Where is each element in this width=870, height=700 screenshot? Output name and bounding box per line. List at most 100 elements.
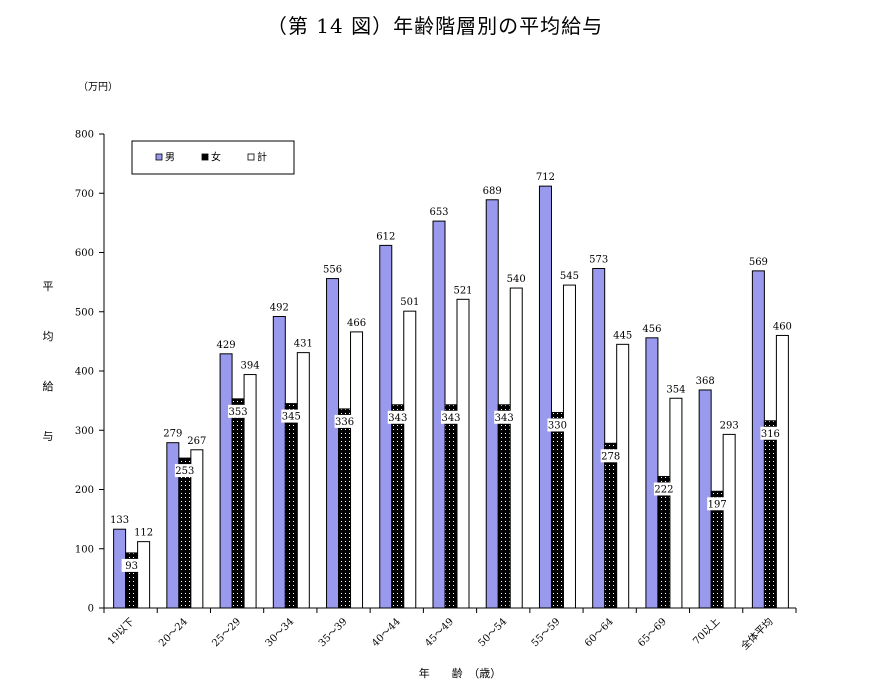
data-label: 343 [495, 413, 514, 424]
x-tick-label: 65～69 [636, 616, 669, 649]
y-tick-label: 800 [75, 130, 94, 141]
bar-男 [326, 278, 340, 609]
bar-女 [178, 457, 192, 609]
data-label: 653 [429, 207, 448, 218]
data-label-bg [228, 404, 249, 418]
bar-女 [338, 408, 352, 609]
data-label: 253 [175, 466, 194, 477]
legend-swatch-女 [201, 153, 209, 161]
bar-男 [219, 353, 233, 609]
data-label: 279 [163, 429, 182, 440]
bar-計 [296, 352, 310, 609]
data-label: 278 [601, 451, 620, 462]
bar-女 [763, 420, 777, 609]
bar-男 [379, 244, 393, 609]
data-label: 689 [483, 186, 502, 197]
y-tick-label: 100 [75, 544, 94, 555]
data-label: 345 [282, 412, 301, 423]
bar-男 [645, 337, 659, 609]
data-label: 343 [441, 413, 460, 424]
data-label: 330 [548, 420, 567, 431]
data-label-bg [174, 464, 195, 478]
y-axis: 0 100 200 300 400 500 600 700 800 [75, 130, 105, 615]
data-label: 501 [400, 297, 419, 308]
data-label-bg [121, 558, 142, 572]
bar-女 [550, 411, 564, 609]
x-tick-label: 25～29 [210, 616, 243, 649]
bar-女 [604, 442, 618, 609]
data-label: 368 [696, 376, 715, 387]
y-tick-label: 0 [88, 604, 94, 615]
data-label: 316 [761, 429, 780, 440]
data-label: 343 [388, 413, 407, 424]
x-tick-label: 40～44 [370, 616, 403, 649]
legend-label: 計 [257, 151, 267, 164]
data-label: 460 [773, 321, 792, 332]
x-tick-label: 60～64 [583, 616, 616, 649]
bar-女 [231, 398, 245, 609]
bar-女 [444, 404, 458, 609]
y-tick-label: 200 [75, 485, 94, 496]
y-axis-label-char: 均 [43, 330, 54, 343]
legend-swatch-男 [155, 153, 163, 161]
bar-計 [456, 298, 470, 609]
data-label-bg [334, 414, 355, 428]
data-label: 222 [654, 484, 673, 495]
data-label: 466 [347, 318, 366, 329]
data-label: 492 [270, 302, 289, 313]
x-tick-label: 20～24 [157, 616, 190, 649]
bar-男 [485, 199, 499, 609]
data-label-bg [760, 426, 781, 440]
chart-title: （第 14 図）年齢階層別の平均給与 [266, 14, 604, 38]
unit-label: （万円） [78, 81, 118, 93]
data-label: 354 [666, 384, 685, 395]
bar-女 [657, 475, 671, 609]
data-label-bg [707, 497, 728, 511]
data-label: 445 [613, 330, 632, 341]
data-label: 93 [125, 561, 138, 572]
y-axis-label-char: 与 [43, 430, 54, 443]
data-label: 540 [507, 274, 526, 285]
bar-計 [722, 433, 736, 609]
data-label: 429 [217, 340, 236, 351]
y-axis-label-char: 給 [43, 379, 54, 393]
x-tick-label: 35～39 [317, 616, 350, 649]
bar-女 [284, 403, 298, 609]
bar-男 [538, 185, 552, 609]
y-tick-label: 400 [75, 367, 94, 378]
x-tick-label: 45～49 [423, 616, 456, 649]
bar-計 [350, 331, 364, 609]
bar-計 [509, 287, 523, 609]
data-label: 521 [453, 285, 472, 296]
bar-計 [775, 334, 789, 609]
data-label: 133 [110, 515, 129, 526]
data-label: 456 [642, 324, 661, 335]
x-tick-label: 30～34 [264, 616, 297, 649]
data-label-bg [653, 482, 674, 496]
bar-男 [272, 315, 286, 609]
data-label-bg [441, 410, 461, 424]
data-label-bg [494, 410, 515, 424]
data-label-bg [281, 409, 302, 423]
data-label: 336 [335, 417, 354, 428]
y-axis-label-char: 平 [43, 280, 54, 293]
x-tick-label: 19以下 [106, 616, 137, 647]
data-label-bg [600, 449, 621, 463]
bars: 133 93 112 279 253 267 429 353 394 492 345 431 556 33… [110, 172, 792, 609]
y-tick-label: 600 [75, 248, 94, 259]
data-label: 712 [536, 172, 555, 183]
bar-計 [562, 284, 576, 609]
bar-計 [403, 310, 417, 609]
legend-label: 女 [211, 151, 221, 164]
bar-男 [592, 267, 606, 609]
x-tick-label: 50～54 [477, 616, 510, 649]
data-label-bg [387, 410, 408, 424]
bar-計 [616, 343, 630, 609]
bar-女 [497, 404, 511, 609]
data-label-bg [547, 418, 568, 432]
legend: 男女計 [131, 140, 295, 175]
data-label: 293 [720, 420, 739, 431]
bar-女 [391, 404, 405, 609]
data-label: 197 [708, 499, 727, 510]
